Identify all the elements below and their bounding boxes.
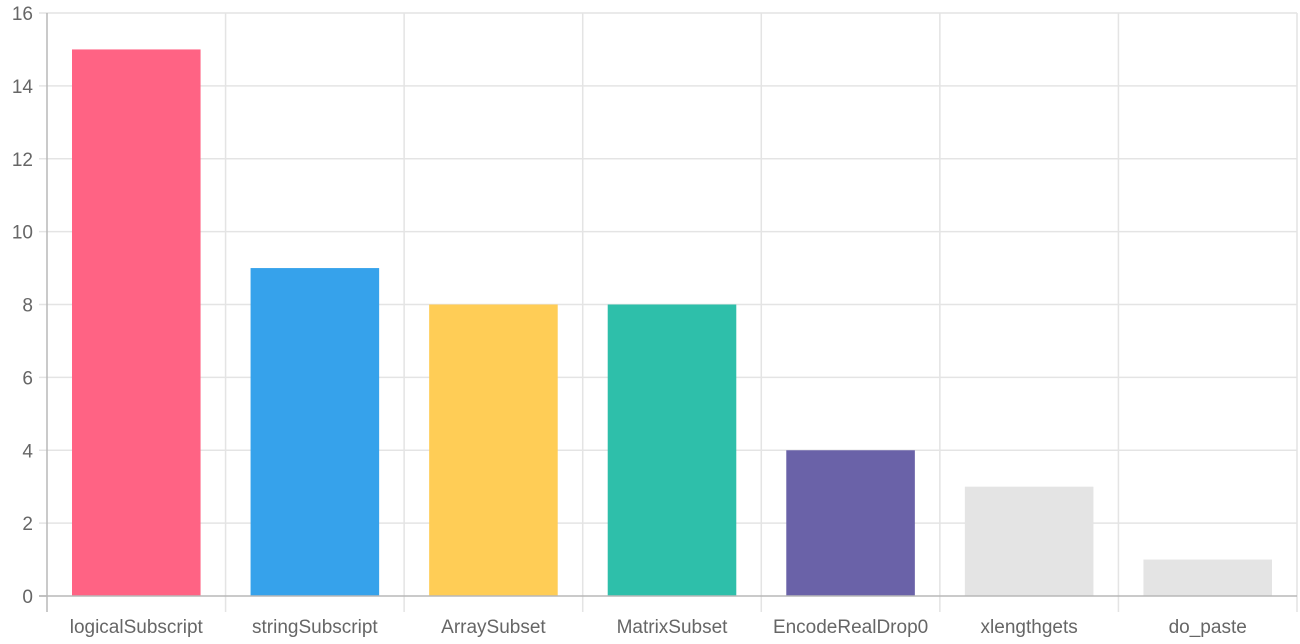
x-category-label: MatrixSubset (617, 617, 729, 638)
x-category-label: xlengthgets (981, 617, 1078, 638)
y-tick-labels: 0 2 4 6 8 10 12 14 16 (12, 4, 34, 608)
bar-stringsubscript (250, 268, 380, 596)
bar-do-paste (1143, 559, 1272, 596)
y-tick-label: 10 (12, 223, 33, 244)
bar-logicalsubscript (72, 49, 201, 596)
x-category-label: stringSubscript (252, 617, 378, 638)
bar-arraysubset (429, 304, 558, 596)
y-tick-label: 14 (12, 77, 34, 98)
bar-encoderealdrop0 (786, 450, 915, 596)
y-tick-label: 16 (12, 4, 33, 25)
bar-matrixsubset (607, 304, 737, 596)
y-tick-label: 0 (22, 587, 33, 608)
y-tick-label: 12 (12, 150, 33, 171)
x-category-label: ArraySubset (441, 617, 546, 638)
y-tick-label: 4 (22, 441, 33, 462)
bar-xlengthgets (964, 486, 1094, 596)
bars (72, 49, 1272, 596)
x-category-label: EncodeRealDrop0 (773, 617, 928, 638)
y-tick-label: 8 (22, 296, 33, 317)
x-category-labels: logicalSubscript stringSubscript ArraySubs… (70, 617, 1247, 638)
y-tick-label: 2 (22, 514, 33, 535)
axes (39, 13, 1297, 612)
x-category-label: logicalSubscript (70, 617, 204, 638)
x-category-label: do_paste (1169, 617, 1247, 638)
y-tick-label: 6 (22, 368, 33, 389)
grid-lines (39, 12, 1298, 612)
